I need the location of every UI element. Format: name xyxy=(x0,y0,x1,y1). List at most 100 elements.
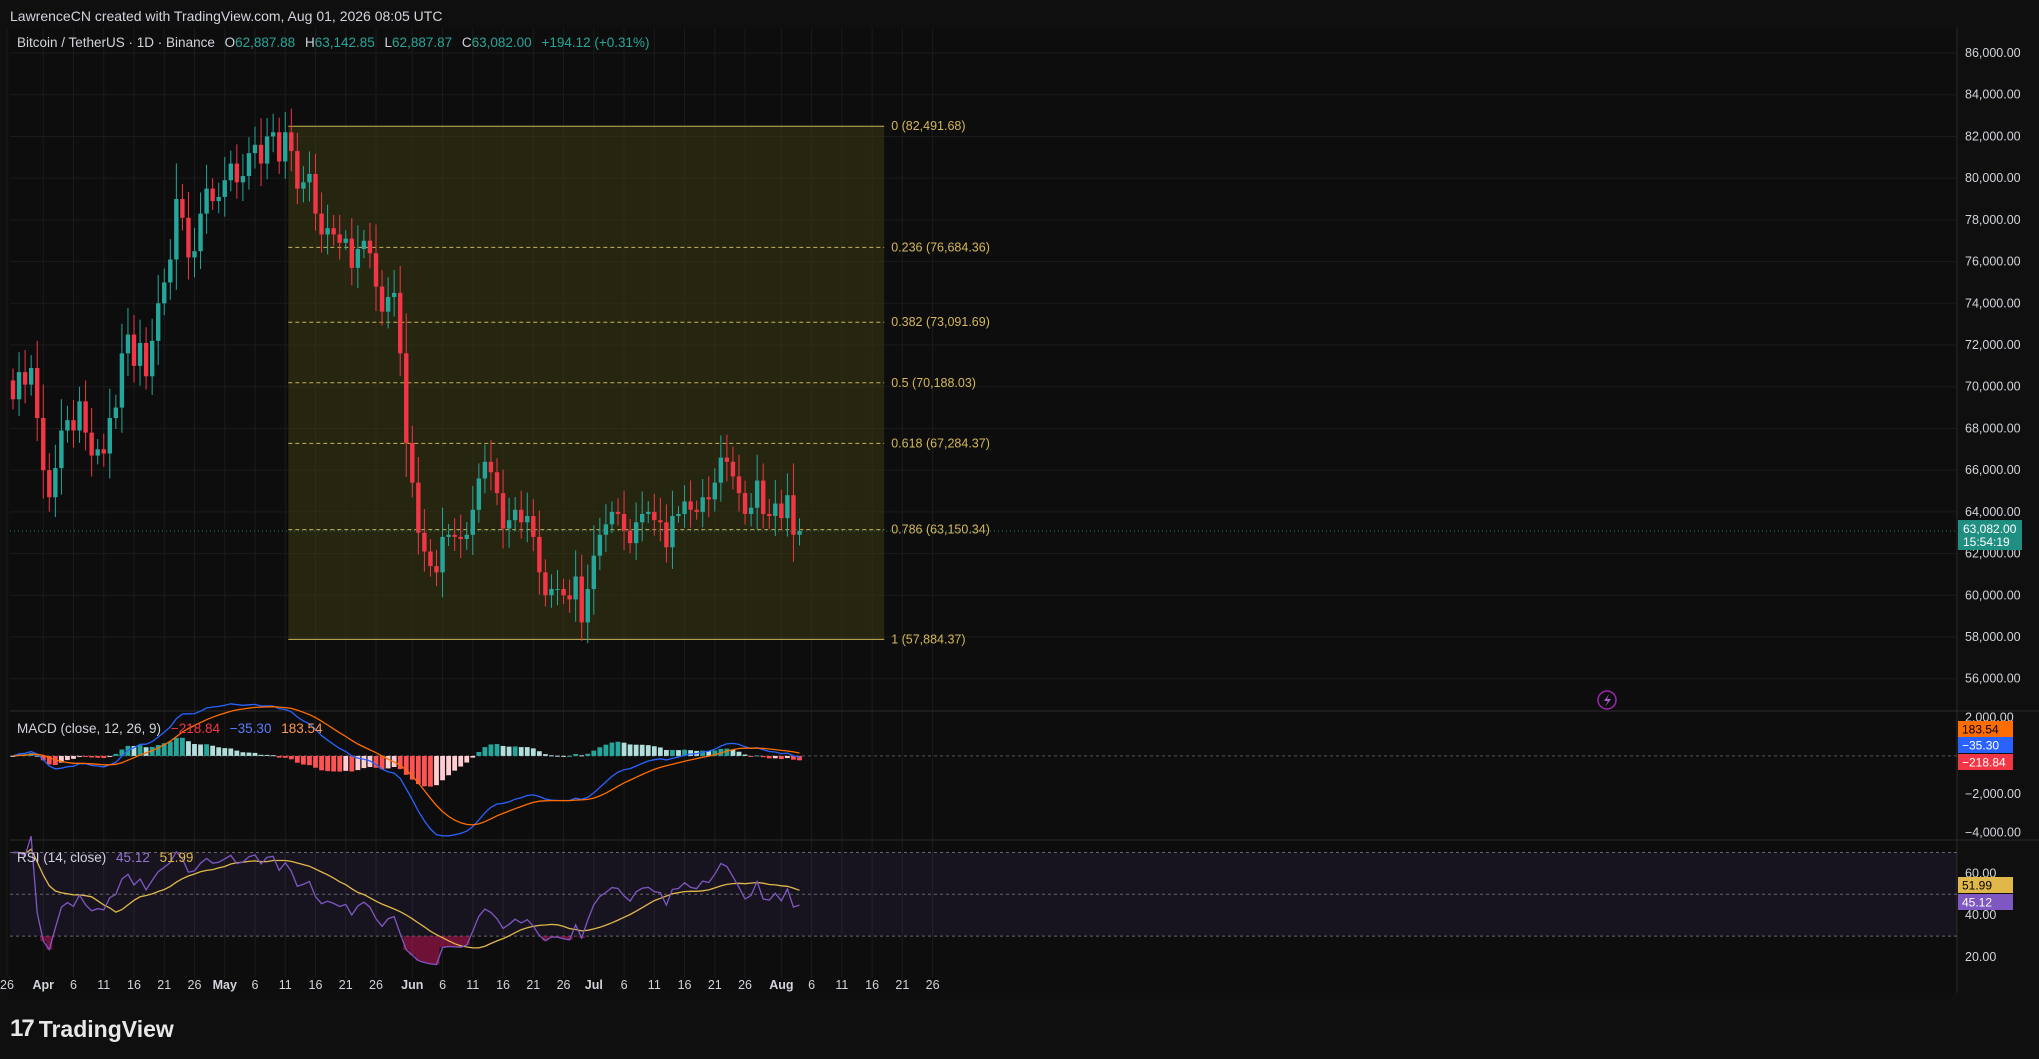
candle xyxy=(615,498,621,526)
rsi-legend[interactable]: RSI (14, close) 45.12 51.99 xyxy=(17,850,193,865)
macd-histogram-bar xyxy=(385,755,391,769)
candle xyxy=(621,490,627,551)
candle xyxy=(398,266,403,377)
macd-histogram-bar xyxy=(343,755,349,771)
candle xyxy=(246,137,252,190)
candle xyxy=(53,444,58,518)
candle-body xyxy=(779,503,784,519)
price-tick-label: 80,000.00 xyxy=(1965,171,2021,185)
candle xyxy=(646,501,651,524)
macd-histogram-bar xyxy=(34,755,40,757)
macd-histogram-bar xyxy=(89,755,95,758)
macd-pane[interactable] xyxy=(10,703,1957,837)
candle-body xyxy=(264,136,270,164)
candle xyxy=(742,480,748,525)
candle xyxy=(168,239,173,300)
candle xyxy=(295,132,300,205)
candle-body xyxy=(597,534,603,556)
candle-body xyxy=(452,534,457,537)
time-tick-label: 26 xyxy=(926,978,940,992)
time-tick-label: 26 xyxy=(188,978,202,992)
candle-body xyxy=(609,511,615,525)
price-tick-label: 70,000.00 xyxy=(1965,380,2021,394)
candle xyxy=(283,111,288,179)
price-tick-label: 56,000.00 xyxy=(1965,672,2021,686)
macd-histogram-bar xyxy=(361,755,367,769)
rsi-pane[interactable] xyxy=(10,836,1957,966)
macd-legend[interactable]: MACD (close, 12, 26, 9) −218.84 −35.30 1… xyxy=(17,721,323,736)
symbol-name[interactable]: Bitcoin / TetherUS · 1D · Binance xyxy=(17,35,215,50)
candle-body xyxy=(186,217,191,258)
candle-body xyxy=(53,468,58,498)
rsi-title[interactable]: RSI (14, close) xyxy=(17,850,107,865)
macd-histogram-bar xyxy=(470,755,476,758)
candle-body xyxy=(162,282,167,304)
candle xyxy=(664,504,669,563)
candle-body xyxy=(71,420,76,431)
candle-body xyxy=(688,501,693,510)
macd-histogram-bar xyxy=(282,755,288,758)
macd-histogram-bar xyxy=(766,755,772,759)
time-tick-label: 26 xyxy=(369,978,383,992)
macd-histogram-bar xyxy=(270,755,276,757)
created-by-header: LawrenceCN created with TradingView.com,… xyxy=(10,8,443,24)
candle xyxy=(131,315,137,383)
macd-histogram-bar xyxy=(754,755,760,757)
candle xyxy=(609,501,615,534)
rsi-ma-badge: 51.99 xyxy=(1958,877,2013,893)
candle-body xyxy=(28,367,34,385)
macd-hist-value: −218.84 xyxy=(170,721,221,736)
tradingview-brand[interactable]: 17 TradingView xyxy=(10,1015,174,1043)
candle-body xyxy=(59,430,64,469)
candlestick-series[interactable] xyxy=(10,108,1957,710)
fib-level-label: 0.382 (73,091.69) xyxy=(891,315,990,329)
macd-histogram-bar xyxy=(331,755,337,772)
candle-body xyxy=(307,173,312,183)
fib-level-label: 1 (57,884.37) xyxy=(891,632,965,646)
macd-histogram-bar xyxy=(657,747,663,756)
candle xyxy=(470,486,475,556)
macd-histogram-bar xyxy=(664,750,669,756)
macd-histogram-bar xyxy=(543,754,548,756)
candle-body xyxy=(337,234,342,243)
candle-body xyxy=(537,536,542,573)
candle-body xyxy=(404,353,409,444)
macd-title[interactable]: MACD (close, 12, 26, 9) xyxy=(17,721,162,736)
time-tick-label: 6 xyxy=(252,978,259,992)
candle-body xyxy=(579,576,584,623)
candle xyxy=(349,218,354,286)
macd-histogram-bar xyxy=(422,755,427,787)
symbol-legend[interactable]: Bitcoin / TetherUS · 1D · Binance O62,88… xyxy=(17,35,650,50)
candle-body xyxy=(700,497,705,512)
candle xyxy=(204,164,209,234)
macd-line-badge-text: −35.30 xyxy=(1962,739,1999,753)
time-tick-label: 21 xyxy=(895,978,909,992)
candle xyxy=(785,473,790,537)
price-tick-label: 74,000.00 xyxy=(1965,296,2021,310)
candle xyxy=(791,463,796,562)
macd-histogram-bar xyxy=(585,753,591,756)
candle-body xyxy=(494,472,500,494)
candle xyxy=(537,510,542,595)
candle xyxy=(119,323,125,433)
candle-body xyxy=(797,531,802,535)
fib-retracement[interactable]: 0 (82,491.68) 0.236 (76,684.36) 0.382 (73,… xyxy=(288,119,990,646)
macd-histogram-bar xyxy=(149,746,155,756)
candle xyxy=(270,113,276,153)
candle-body xyxy=(543,572,548,596)
macd-histogram-bar xyxy=(403,755,409,775)
price-tick-label: 62,000.00 xyxy=(1965,547,2021,561)
candle xyxy=(506,497,512,548)
candle-body xyxy=(47,470,52,498)
candle xyxy=(476,463,482,523)
candle-body xyxy=(658,520,663,523)
macd-histogram-bar xyxy=(464,755,470,763)
macd-histogram-bar xyxy=(379,755,385,770)
macd-histogram-bar xyxy=(488,744,494,756)
macd-histogram-bar xyxy=(101,755,107,759)
time-tick-label: 16 xyxy=(678,978,692,992)
candle xyxy=(676,506,681,523)
candle-body xyxy=(101,449,106,454)
candle-body xyxy=(773,503,778,517)
